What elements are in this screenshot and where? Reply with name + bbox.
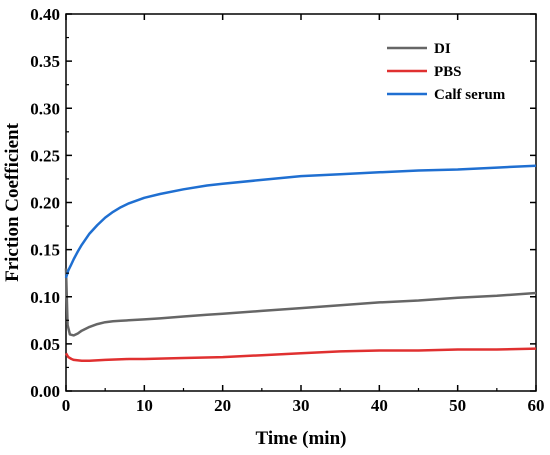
- y-tick-label: 0.05: [30, 335, 60, 354]
- plot-frame: [65, 13, 537, 392]
- y-tick-label: 0.25: [30, 146, 60, 165]
- x-tick-label: 60: [528, 396, 545, 415]
- y-tick-label: 0.00: [30, 382, 60, 401]
- y-tick-label: 0.35: [30, 52, 60, 71]
- y-tick-label: 0.40: [30, 5, 60, 24]
- x-tick-label: 30: [293, 396, 310, 415]
- series-layer: [64, 164, 537, 363]
- plot-border: [65, 13, 537, 392]
- x-tick-label: 10: [136, 396, 153, 415]
- series-line-di: [64, 268, 537, 337]
- legend-label: Calf serum: [434, 87, 506, 103]
- y-tick-label: 0.20: [30, 194, 60, 213]
- tick-layer: 0 10 20 30 40 50 60 0.00 0.05 0.10 0.15 0.20 0.25 0.3…: [30, 5, 544, 415]
- series-line-pbs: [64, 347, 537, 363]
- x-axis-title: Time (min): [256, 428, 347, 449]
- x-tick-label: 50: [449, 396, 466, 415]
- x-tick-label: 0: [62, 396, 71, 415]
- x-tick-label: 40: [371, 396, 388, 415]
- y-axis-title: Friction Coefficient: [2, 122, 23, 281]
- legend-label: PBS: [434, 64, 462, 80]
- legend-label: DI: [434, 41, 451, 57]
- x-tick-label: 20: [214, 396, 231, 415]
- y-tick-label: 0.15: [30, 241, 60, 260]
- y-tick-label: 0.30: [30, 99, 60, 118]
- series-line-calf-serum: [64, 164, 537, 279]
- y-tick-label: 0.10: [30, 288, 60, 307]
- legend: DI PBS Calf serum: [387, 41, 506, 103]
